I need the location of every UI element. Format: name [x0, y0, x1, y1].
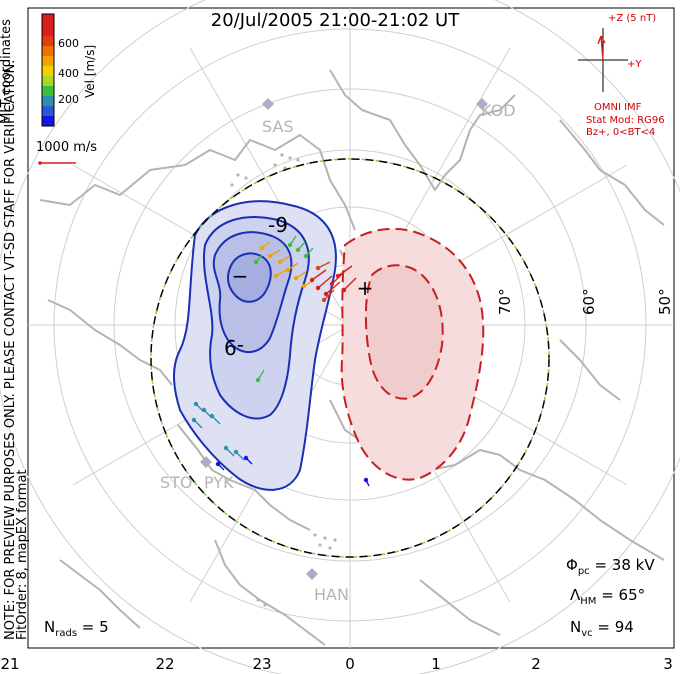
potential-min-marker: − — [232, 264, 249, 288]
station-label-sto: STO — [160, 473, 193, 492]
mlt-tick-1: 1 — [431, 655, 441, 673]
station-marker-han — [306, 568, 318, 580]
imf-condition: Bz+, 0<BT<4 — [586, 127, 655, 138]
scale-tick-600: 600 — [58, 37, 79, 50]
mlt-tick-21: 21 — [0, 655, 19, 673]
page-title: 20/Jul/2005 21:00-21:02 UT — [211, 10, 460, 31]
heppner-maynard-highlight — [150, 158, 550, 558]
station-label-han: HAN — [314, 585, 349, 604]
station-marker-sto — [200, 456, 212, 468]
latitude-label-70: 70° — [496, 288, 514, 315]
mlt-tick-0: 0 — [345, 655, 355, 673]
scale-tick-200: 200 — [58, 93, 79, 106]
contour-label-lower: -9 — [224, 335, 244, 359]
mlt-axis: 21 22 23 0 1 2 3 — [0, 655, 672, 673]
coordinate-system-label: MLT coordinates — [0, 19, 14, 124]
reference-vector-label: 1000 m/s — [36, 140, 97, 155]
mlt-tick-2: 2 — [531, 655, 541, 673]
velocity-vectors — [191, 235, 370, 487]
latitude-label-50: 50° — [656, 288, 674, 315]
scale-tick-400: 400 — [58, 67, 79, 80]
latitude-label-60: 60° — [580, 288, 598, 315]
imf-dial — [578, 28, 628, 92]
imf-model: Stat Mod: RG96 — [586, 115, 665, 126]
plot-frame — [27, 7, 675, 649]
negative-cell — [173, 200, 337, 491]
potential-max-marker: + — [357, 276, 374, 300]
station-label-sas: SAS — [262, 117, 294, 136]
coastlines — [39, 69, 665, 646]
station-marker-sas — [262, 98, 274, 110]
reference-vector — [38, 161, 76, 165]
stat-n-rads: Nrads = 5 — [44, 618, 109, 639]
radar-sites — [230, 153, 337, 607]
velocity-color-scale — [41, 13, 55, 127]
mlt-tick-23: 23 — [252, 655, 271, 673]
mlt-tick-22: 22 — [155, 655, 174, 673]
imf-caption: OMNI IMF — [594, 102, 642, 113]
imf-y-label: +Y — [627, 59, 642, 70]
mlt-tick-3: 3 — [663, 655, 673, 673]
station-label-kod: KOD — [481, 101, 516, 120]
scale-title: Vel [m/s] — [83, 45, 97, 98]
stat-n-vc: Nvc = 94 — [570, 618, 634, 639]
fit-order-note: FitOrder: 8, mapEX format — [15, 469, 30, 640]
station-label-pyk: PYK — [204, 473, 234, 492]
preview-note: NOTE: FOR PREVIEW PURPOSES ONLY. PLEASE … — [3, 60, 18, 640]
positive-cell — [340, 227, 485, 481]
contour-label-upper: -9 — [268, 213, 288, 237]
imf-z-label: +Z (5 nT) — [608, 13, 656, 24]
station-markers — [200, 98, 488, 580]
stat-lambda-hm: ΛHM = 65° — [570, 586, 645, 607]
station-marker-kod — [476, 98, 488, 110]
stat-phi-pc: Φpc = 38 kV — [566, 556, 655, 577]
